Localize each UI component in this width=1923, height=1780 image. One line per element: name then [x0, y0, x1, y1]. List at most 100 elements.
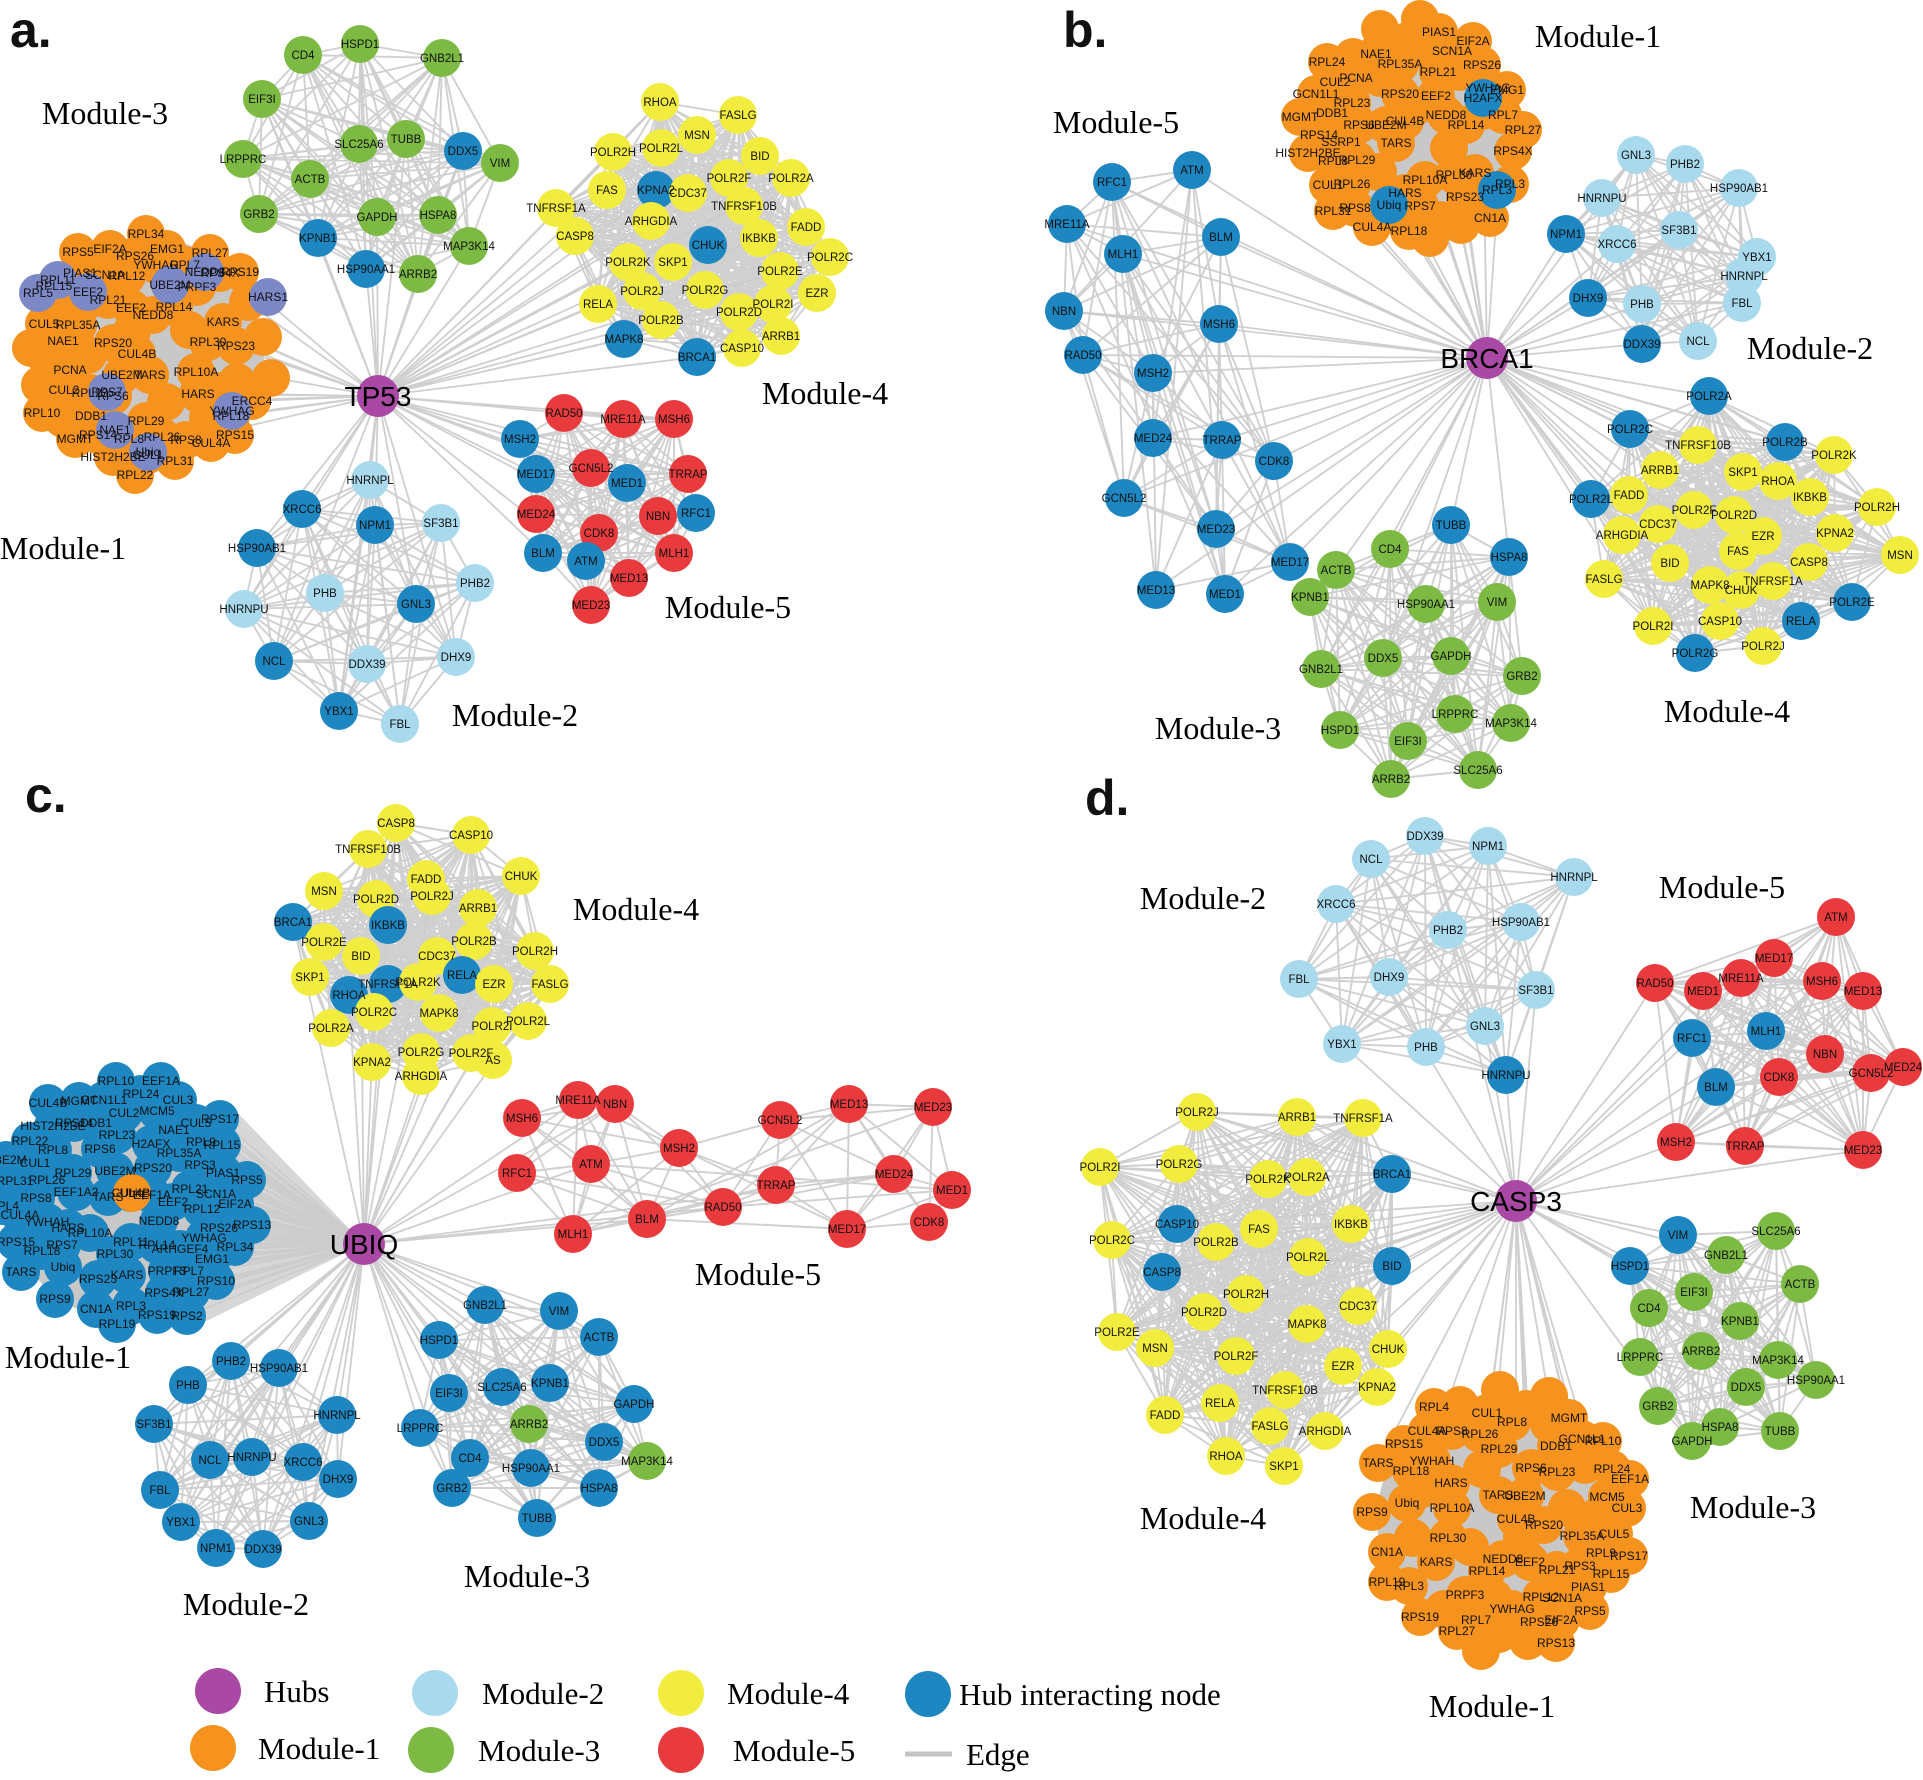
svg-text:IKBKB: IKBKB — [742, 233, 776, 245]
svg-text:GAPDH: GAPDH — [357, 212, 398, 224]
svg-text:GCN5L2: GCN5L2 — [758, 1115, 803, 1127]
svg-text:YBX1: YBX1 — [324, 706, 353, 718]
svg-text:KARS: KARS — [111, 1268, 144, 1282]
svg-text:DDB1: DDB1 — [1316, 106, 1348, 120]
svg-text:ARHGDIA: ARHGDIA — [1299, 1426, 1352, 1438]
svg-text:MED17: MED17 — [1271, 557, 1309, 569]
svg-text:HSP90AA1: HSP90AA1 — [337, 264, 395, 276]
svg-text:BRCA1: BRCA1 — [678, 352, 716, 364]
svg-text:CASP10: CASP10 — [1155, 1219, 1199, 1231]
svg-text:MSN: MSN — [684, 130, 710, 142]
svg-text:KPNA2: KPNA2 — [353, 1057, 391, 1069]
svg-text:GCN5L2: GCN5L2 — [1102, 493, 1147, 505]
svg-text:CDC37: CDC37 — [1339, 1301, 1377, 1313]
svg-text:MED17: MED17 — [1755, 953, 1793, 965]
svg-text:Ubiq: Ubiq — [120, 1186, 145, 1200]
svg-text:EMG1: EMG1 — [195, 1252, 229, 1266]
svg-text:RPS13: RPS13 — [1537, 1636, 1575, 1650]
svg-text:DDB1: DDB1 — [75, 409, 107, 423]
svg-text:RPL10A: RPL10A — [1430, 1501, 1475, 1515]
svg-text:Module-2: Module-2 — [482, 1676, 604, 1711]
svg-text:POLR2A: POLR2A — [1686, 391, 1732, 403]
svg-text:RPL35A: RPL35A — [56, 318, 101, 332]
svg-text:SCN1A: SCN1A — [196, 1187, 236, 1201]
svg-text:Module-3: Module-3 — [42, 95, 168, 131]
svg-text:SKP1: SKP1 — [1728, 467, 1757, 479]
svg-text:ACTB: ACTB — [295, 174, 326, 186]
svg-text:POLR2L: POLR2L — [1286, 1252, 1331, 1264]
svg-text:NCL: NCL — [198, 1455, 222, 1467]
svg-text:RPS5: RPS5 — [231, 1173, 263, 1187]
svg-text:CDK8: CDK8 — [584, 528, 615, 540]
svg-text:EMG1: EMG1 — [1490, 83, 1524, 97]
svg-text:UBIQ: UBIQ — [330, 1229, 398, 1260]
svg-text:MSH6: MSH6 — [1203, 319, 1235, 331]
svg-text:POLR2I: POLR2I — [1080, 1162, 1121, 1174]
svg-text:DDX5: DDX5 — [589, 1437, 620, 1449]
svg-text:POLR2E: POLR2E — [301, 937, 347, 949]
svg-text:NPM1: NPM1 — [1472, 841, 1504, 853]
svg-text:RPS14: RPS14 — [1300, 128, 1338, 142]
svg-text:EZR: EZR — [483, 979, 506, 991]
svg-text:HSP90AB1: HSP90AB1 — [228, 543, 286, 555]
svg-text:XRCC6: XRCC6 — [283, 504, 322, 516]
svg-text:RPS13: RPS13 — [233, 1218, 271, 1232]
svg-text:RPS8: RPS8 — [20, 1191, 52, 1205]
svg-text:Module-2: Module-2 — [452, 697, 578, 733]
svg-text:POLR2B: POLR2B — [451, 936, 497, 948]
svg-text:HSPA8: HSPA8 — [1702, 1422, 1739, 1434]
svg-text:RPL10: RPL10 — [98, 1074, 135, 1088]
svg-text:GRB2: GRB2 — [243, 209, 274, 221]
svg-text:SSRP1: SSRP1 — [1321, 135, 1361, 149]
svg-text:GNB2L1: GNB2L1 — [1704, 1250, 1748, 1262]
svg-text:HSPA8: HSPA8 — [420, 210, 457, 222]
svg-text:BLM: BLM — [531, 548, 555, 560]
svg-text:RPL23: RPL23 — [72, 386, 109, 400]
svg-text:RPS26: RPS26 — [200, 1221, 238, 1235]
svg-text:RPL21: RPL21 — [90, 293, 127, 307]
svg-text:KPNB1: KPNB1 — [1721, 1316, 1759, 1328]
svg-text:YWHAG: YWHAG — [209, 404, 254, 418]
svg-text:POLR2L: POLR2L — [639, 143, 684, 155]
svg-text:EIF2A: EIF2A — [1456, 34, 1489, 48]
svg-text:b.: b. — [1063, 2, 1107, 58]
svg-text:RPS2: RPS2 — [171, 1309, 203, 1323]
svg-text:a.: a. — [10, 2, 52, 58]
svg-text:Module-4: Module-4 — [727, 1676, 850, 1711]
svg-text:CDC37: CDC37 — [669, 188, 707, 200]
svg-text:FADD: FADD — [1150, 1410, 1181, 1422]
svg-text:RPS14: RPS14 — [55, 1116, 93, 1130]
svg-text:EEF1A2: EEF1A2 — [54, 1185, 99, 1199]
svg-text:RPL18: RPL18 — [1391, 224, 1428, 238]
svg-text:CASP8: CASP8 — [377, 818, 415, 830]
svg-text:RPL7: RPL7 — [170, 258, 200, 272]
svg-text:Module-5: Module-5 — [665, 589, 791, 625]
svg-text:TNFRSF10B: TNFRSF10B — [335, 844, 401, 856]
svg-text:EEF1A: EEF1A — [133, 1188, 171, 1202]
svg-text:NAE1: NAE1 — [158, 1123, 190, 1137]
svg-text:SLC25A6: SLC25A6 — [334, 139, 383, 151]
svg-text:CUL4B: CUL4B — [118, 347, 157, 361]
svg-text:BID: BID — [750, 151, 769, 163]
svg-text:FBL: FBL — [149, 1485, 171, 1497]
svg-text:RPS15: RPS15 — [1385, 1437, 1423, 1451]
svg-text:MLH1: MLH1 — [1751, 1026, 1782, 1038]
svg-text:MED23: MED23 — [914, 1102, 952, 1114]
svg-text:MSH6: MSH6 — [658, 414, 690, 426]
svg-text:DDX39: DDX39 — [1623, 339, 1660, 351]
svg-text:Edge: Edge — [966, 1737, 1030, 1772]
svg-text:MCM5: MCM5 — [139, 1104, 175, 1118]
svg-text:HSPA8: HSPA8 — [1491, 552, 1528, 564]
svg-text:RPS6: RPS6 — [1343, 118, 1375, 132]
svg-text:RPS19: RPS19 — [1401, 1610, 1439, 1624]
svg-text:CUL4B: CUL4B — [29, 1096, 68, 1110]
svg-text:CDK8: CDK8 — [1259, 456, 1290, 468]
svg-text:RPS7: RPS7 — [46, 1238, 78, 1252]
svg-text:CUL4A: CUL4A — [192, 436, 231, 450]
svg-text:RPL3: RPL3 — [116, 1299, 146, 1313]
svg-text:RPL10A: RPL10A — [174, 365, 219, 379]
svg-text:GRB2: GRB2 — [436, 1483, 467, 1495]
svg-text:GCN5L2: GCN5L2 — [569, 463, 614, 475]
svg-text:RPS15: RPS15 — [0, 1235, 35, 1249]
svg-text:MAP3K14: MAP3K14 — [1485, 718, 1537, 730]
